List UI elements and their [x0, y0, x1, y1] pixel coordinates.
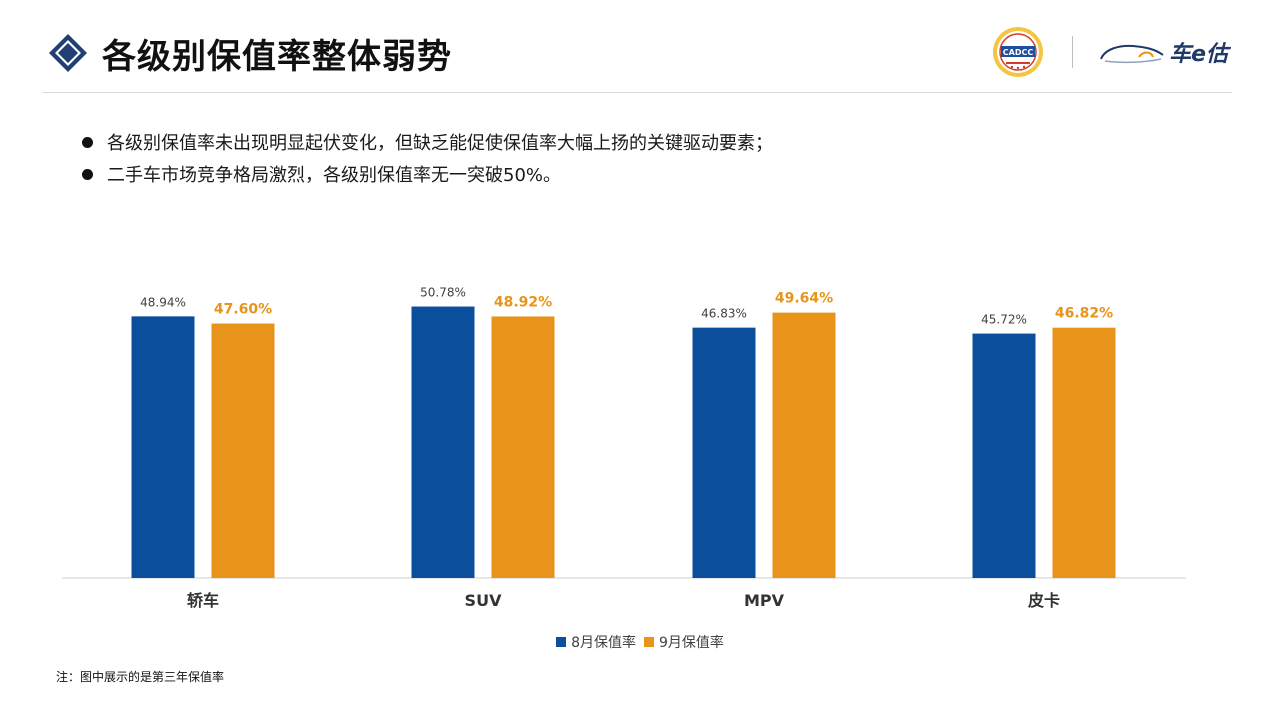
bullet-item: 各级别保值率未出现明显起伏变化，但缺乏能促使保值率大幅上扬的关键驱动要素； — [82, 126, 773, 158]
bar-aug-2 — [692, 327, 756, 578]
bullet-dot-icon — [82, 136, 93, 148]
category-label-0: 轿车 — [187, 591, 219, 610]
header-divider — [42, 92, 1232, 93]
brand-text: 车e估 — [1169, 42, 1228, 67]
bar-aug-1 — [411, 306, 475, 578]
bar-sep-1 — [491, 316, 555, 578]
category-label-3: 皮卡 — [1027, 591, 1060, 610]
cadcc-seal-logo: CADCC — [992, 26, 1044, 78]
legend-item-aug: 8月保值率 — [556, 632, 636, 652]
seal-text: CADCC — [1003, 48, 1034, 57]
bar-sep-3 — [1052, 327, 1116, 578]
data-label-aug-0: 48.94% — [140, 295, 186, 309]
page-title: 各级别保值率整体弱势 — [102, 36, 452, 77]
footnote: 注：图中展示的是第三年保值率 — [56, 670, 225, 684]
bullet-list: 各级别保值率未出现明显起伏变化，但缺乏能促使保值率大幅上扬的关键驱动要素； 二手… — [82, 126, 773, 190]
bar-sep-0 — [211, 323, 275, 578]
chart-legend: 8月保值率 9月保值率 — [0, 632, 1280, 652]
data-label-aug-1: 50.78% — [420, 286, 466, 300]
bullet-text: 二手车市场竞争格局激烈，各级别保值率无一突破50%。 — [107, 165, 562, 186]
legend-item-sep: 9月保值率 — [644, 632, 724, 652]
diamond-icon — [48, 33, 88, 73]
category-label-1: SUV — [465, 591, 503, 610]
data-label-aug-2: 46.83% — [701, 307, 747, 321]
logo-divider — [1072, 36, 1074, 68]
chee-gu-brand-logo: 车e估 — [1099, 36, 1228, 68]
bullet-dot-icon — [82, 168, 93, 180]
data-label-sep-3: 46.82% — [1055, 306, 1113, 322]
title-bar: 各级别保值率整体弱势 — [48, 28, 452, 78]
legend-label-sep: 9月保值率 — [659, 635, 724, 651]
data-label-aug-3: 45.72% — [981, 313, 1027, 327]
logo-area: CADCC 车e估 — [992, 26, 1228, 78]
bar-sep-2 — [772, 312, 836, 578]
legend-swatch-aug — [556, 637, 567, 647]
bullet-item: 二手车市场竞争格局激烈，各级别保值率无一突破50%。 — [82, 158, 773, 190]
data-label-sep-1: 48.92% — [494, 294, 552, 310]
legend-label-aug: 8月保值率 — [571, 635, 636, 651]
legend-swatch-sep — [644, 637, 654, 647]
data-label-sep-0: 47.60% — [214, 302, 272, 318]
bar-aug-0 — [131, 316, 195, 578]
category-label-2: MPV — [744, 591, 785, 610]
car-outline-icon — [1100, 44, 1164, 64]
bullet-text: 各级别保值率未出现明显起伏变化，但缺乏能促使保值率大幅上扬的关键驱动要素； — [107, 133, 773, 154]
data-label-sep-2: 49.64% — [775, 291, 833, 307]
bar-aug-3 — [972, 333, 1036, 578]
